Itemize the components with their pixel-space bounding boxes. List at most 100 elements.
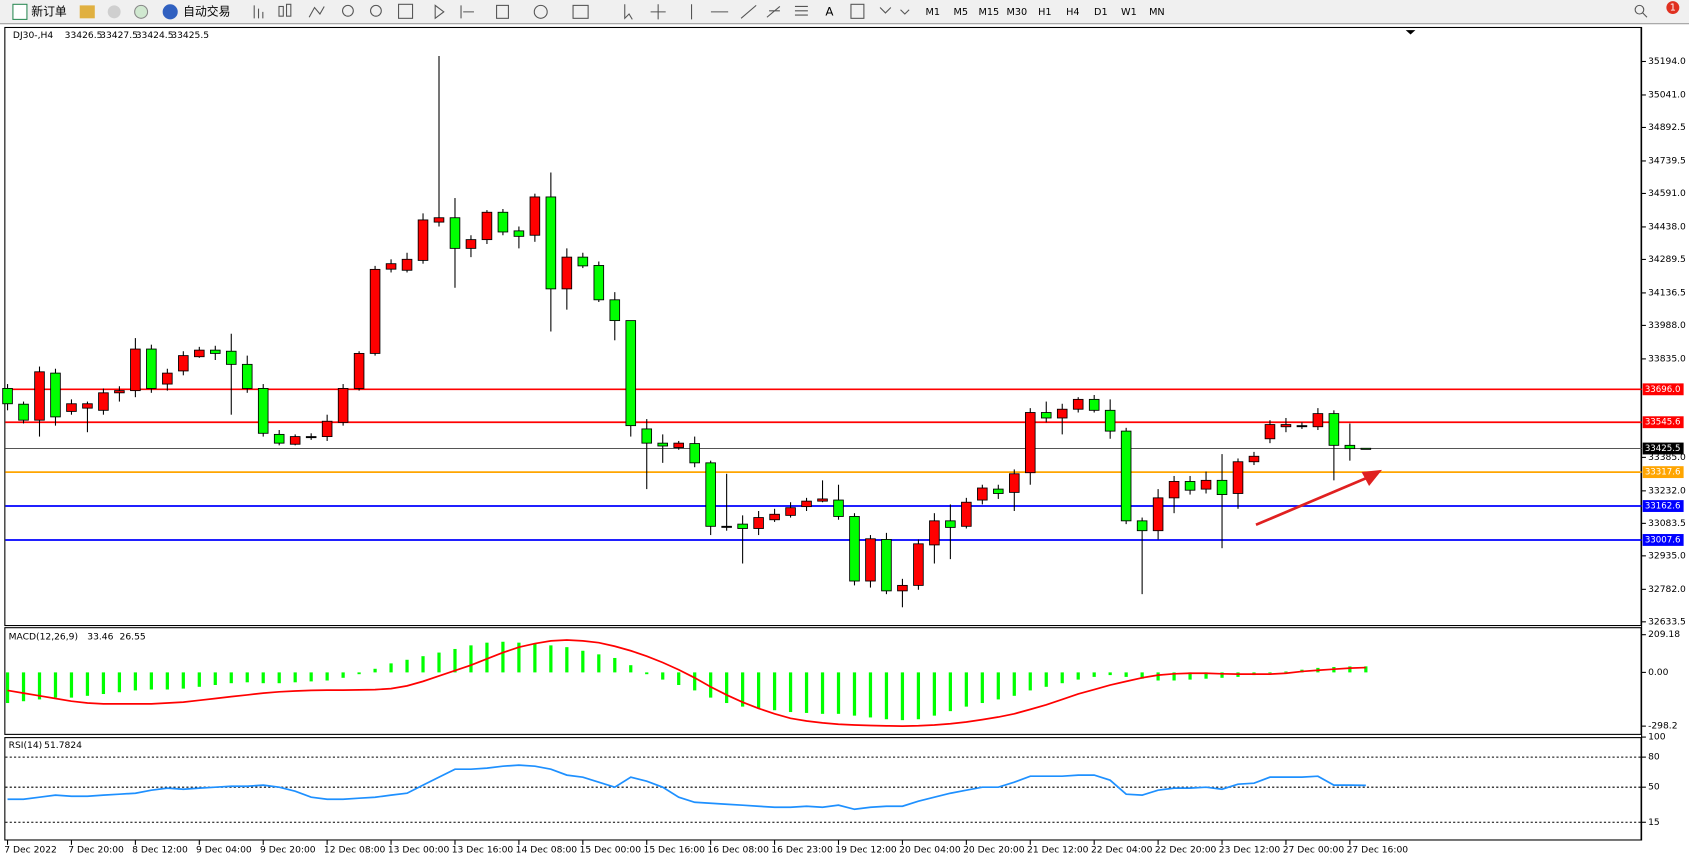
level-label: 33162.6 [1645,502,1681,512]
y-tick-label: 33385.0 [1648,453,1686,463]
candle-body [609,299,621,322]
histogram-bar [69,672,74,698]
y-tick-label: 34438.0 [1648,222,1686,232]
toolbar-button[interactable]: 自动交易 [183,4,230,18]
level-label: 33007.6 [1645,535,1681,545]
shift-marker [1405,30,1416,35]
histogram-bar [133,672,137,691]
x-tick-label: 14 Dec 08:00 [516,846,578,856]
histogram-bar [5,672,10,704]
x-tick-label: 27 Dec 16:00 [1347,846,1409,856]
histogram-bar [389,663,393,673]
candle-body [769,513,780,521]
candle-body [529,196,541,236]
candle-body [50,372,61,418]
candle-body [977,487,988,501]
histogram-bar [101,672,106,695]
histogram-bar [325,672,329,681]
histogram-bar [1140,672,1144,679]
notification-count: 1 [1670,3,1676,14]
candle-body [305,436,317,439]
candle-body [1009,473,1020,493]
level-label-bg [1642,534,1684,546]
period-button[interactable]: H1 [1038,7,1051,18]
candle-body [1024,412,1036,474]
histogram-bar [1028,672,1032,691]
indicator-line [7,764,1366,811]
histogram-bar [804,672,809,713]
candle-body [289,436,301,445]
candle-body [130,348,141,392]
candle-body [257,388,269,434]
histogram-bar [948,672,952,712]
candle-body [353,352,365,389]
icon [107,5,121,19]
histogram-bar [197,672,201,687]
y-tick-label: 34289.5 [1648,255,1686,265]
candle-body [945,520,956,528]
period-button[interactable]: M5 [954,7,969,18]
period-button[interactable]: M30 [1007,7,1028,18]
candle-body [417,219,429,261]
candle-body [993,488,1004,494]
candle-body [1248,455,1260,463]
histogram-bar [1076,672,1080,680]
candle-body [1280,424,1292,428]
candle-body [1264,424,1276,440]
histogram-bar [309,672,313,682]
text-tool[interactable]: A [825,4,833,18]
histogram-bar [1124,672,1128,677]
toolbar-button[interactable]: 新订单 [31,4,67,18]
candle-body [929,520,940,546]
histogram-bar [165,672,169,690]
candle-body [82,403,93,409]
candle-body [817,498,828,502]
period-button[interactable]: M1 [926,7,941,18]
icon [624,4,633,20]
current-price-label: 33425.5 [1645,444,1681,454]
icon [79,5,95,19]
candle-body [1120,430,1132,522]
histogram-bar [565,647,569,673]
y-tick-label: 32782.0 [1648,585,1686,595]
histogram-bar [293,672,297,683]
x-tick-label: 27 Dec 00:00 [1283,846,1345,856]
histogram-bar [437,652,441,673]
histogram-bar [852,672,857,716]
candle-body [225,350,237,365]
histogram-bar [1108,672,1112,676]
histogram-bar [229,672,233,684]
candle-body [321,420,333,438]
histogram-bar [980,672,984,704]
icon [879,7,910,15]
tool-icons [253,3,1648,20]
level-label: 33696.0 [1645,385,1681,395]
histogram-bar [932,672,937,716]
x-tick-label: 21 Dec 12:00 [1027,846,1089,856]
candle-body [162,372,173,385]
level-label-bg [1642,466,1684,479]
period-button[interactable]: MN [1149,7,1165,18]
period-button[interactable]: M15 [978,7,999,18]
header-high: 33427.5 [100,31,138,41]
pane-header: RSI(14) [9,741,43,751]
icon [691,4,808,20]
x-tick-label: 7 Dec 20:00 [68,846,124,856]
header-open: 33426.5 [65,31,103,41]
histogram-bar [1268,672,1272,674]
period-button[interactable]: H4 [1066,7,1079,18]
period-button[interactable]: W1 [1121,7,1137,18]
notification-badge[interactable] [1666,1,1680,15]
histogram-bar [661,672,665,680]
icon [1642,12,1648,18]
candle-body [34,371,45,421]
icon [12,3,28,20]
icon [285,3,292,17]
candle-body [369,268,381,354]
period-button[interactable]: D1 [1094,7,1108,18]
level-label-bg [1642,383,1684,396]
candle-body [1200,479,1212,490]
candle-body [433,217,445,223]
candle-body [114,390,125,394]
histogram-bar [1012,672,1016,696]
